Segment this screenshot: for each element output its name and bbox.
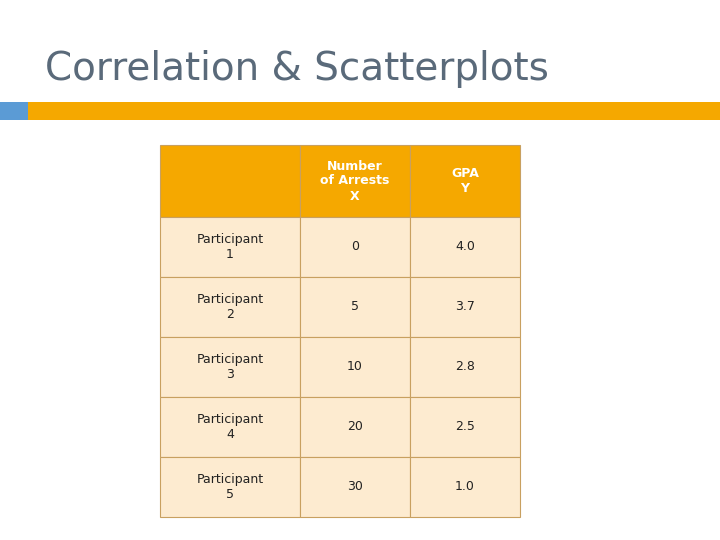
Bar [160,397,300,457]
Text: 2.5: 2.5 [455,421,475,434]
Bar [410,145,520,217]
Bar [410,457,520,517]
Bar [300,457,410,517]
Text: 1.0: 1.0 [455,481,475,494]
Bar [410,337,520,397]
Text: Participant
1: Participant 1 [197,233,264,261]
Text: Correlation & Scatterplots: Correlation & Scatterplots [45,50,549,88]
Text: 10: 10 [347,361,363,374]
Bar [300,397,410,457]
Text: Participant
3: Participant 3 [197,353,264,381]
Bar [28,102,720,120]
Bar [160,457,300,517]
Text: 5: 5 [351,300,359,314]
Text: 20: 20 [347,421,363,434]
Text: 3.7: 3.7 [455,300,475,314]
Bar [300,217,410,277]
Text: 4.0: 4.0 [455,240,475,253]
Text: 2.8: 2.8 [455,361,475,374]
Bar [300,337,410,397]
Text: Participant
2: Participant 2 [197,293,264,321]
Bar [300,145,410,217]
Bar [160,337,300,397]
Bar [160,145,300,217]
Text: Participant
4: Participant 4 [197,413,264,441]
Bar [160,217,300,277]
Bar [160,277,300,337]
Text: Number
of Arrests
X: Number of Arrests X [320,159,390,202]
Bar [300,277,410,337]
Text: GPA
Y: GPA Y [451,167,479,195]
Bar [410,397,520,457]
Bar [0,102,28,120]
Bar [410,217,520,277]
Text: Participant
5: Participant 5 [197,473,264,501]
Bar [410,277,520,337]
Text: 0: 0 [351,240,359,253]
Text: 30: 30 [347,481,363,494]
